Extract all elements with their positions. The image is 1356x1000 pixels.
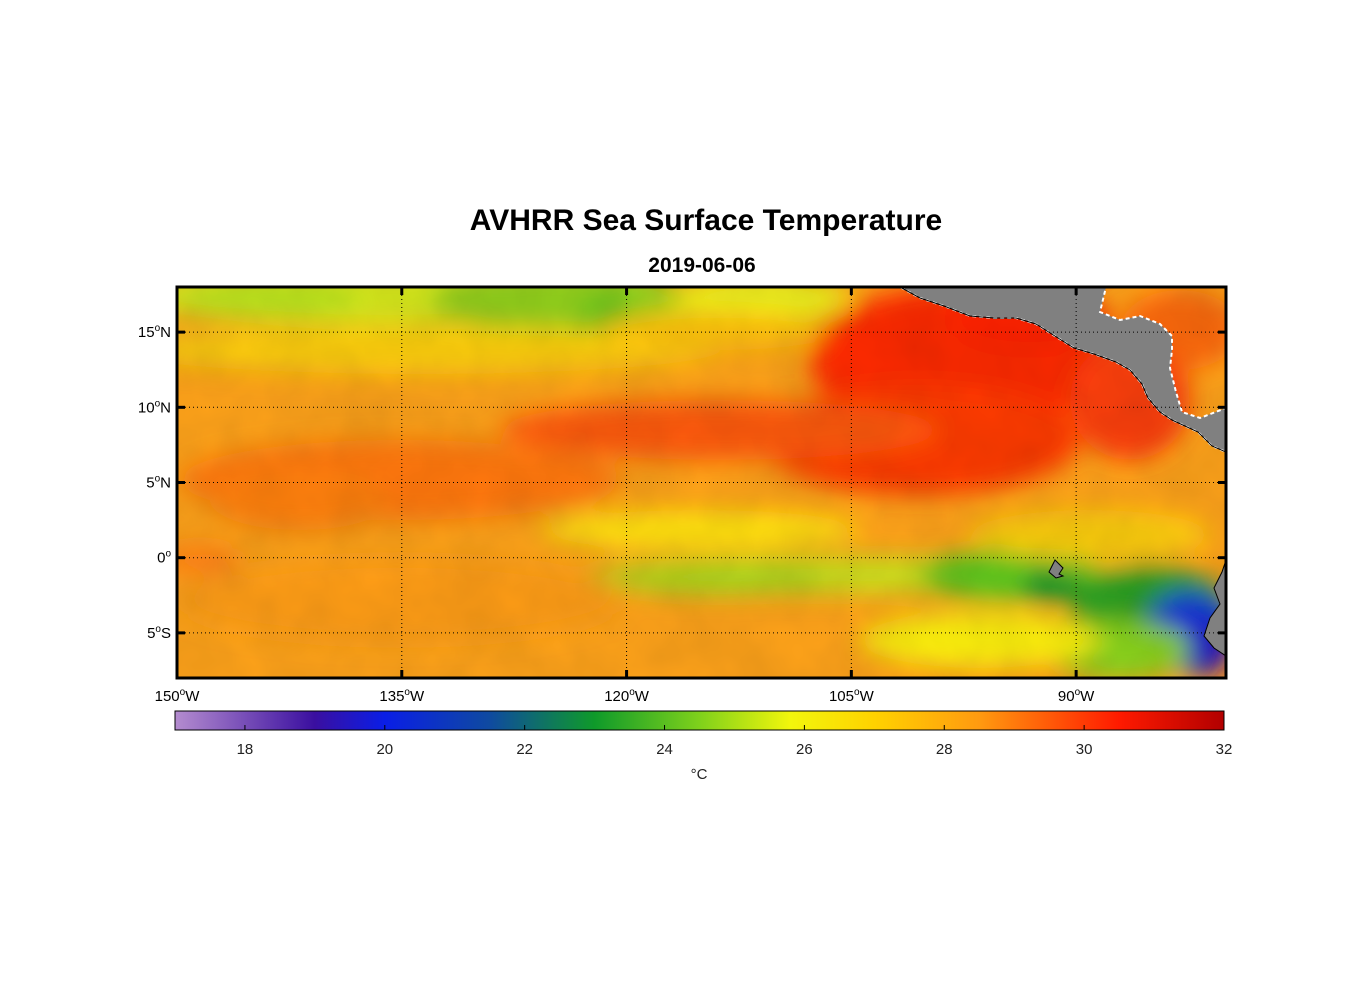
colorbar-ticks: 18 20 22 24 26 28 30 32: [237, 725, 1233, 758]
longitude-tick-label: 135oW: [379, 687, 425, 705]
latitude-tick-label: 15oN: [138, 323, 171, 341]
map-tickmarks: [175, 287, 1226, 678]
colorbar: 18 20 22 24 26 28 30 32 °C: [174, 710, 1233, 783]
galapagos-islands: [1048, 559, 1065, 579]
central-america-land: [899, 287, 1226, 454]
latitude-tick-label: 0o: [157, 549, 171, 567]
longitude-tick-label: 120oW: [604, 687, 650, 705]
longitude-tick-label: 150oW: [155, 687, 201, 705]
latitude-labels: 15oN 10oN 5oN 0o 5oS: [138, 323, 172, 642]
land-outline: [899, 287, 1226, 453]
latitude-tick-label: 5oS: [147, 624, 171, 642]
map-date-subtitle: 2019-06-06: [648, 254, 756, 277]
latitude-tick-label: 5oN: [146, 474, 171, 492]
colorbar-tick-label: 32: [1216, 741, 1233, 758]
colorbar-gradient: [174, 710, 1225, 731]
colorbar-tick-label: 18: [237, 741, 254, 758]
colorbar-tick-label: 22: [516, 741, 533, 758]
map-title: AVHRR Sea Surface Temperature: [469, 204, 943, 237]
colorbar-units-label: °C: [691, 766, 708, 783]
latitude-tick-label: 10oN: [138, 398, 171, 416]
sst-map: [177, 287, 1226, 678]
colorbar-tick-label: 20: [376, 741, 393, 758]
colorbar-tick-label: 26: [796, 741, 813, 758]
colorbar-tick-label: 28: [936, 741, 953, 758]
colorbar-tick-label: 30: [1076, 741, 1093, 758]
map-gridlines: [177, 287, 1226, 678]
longitude-labels: 150oW 135oW 120oW 105oW 90oW: [155, 687, 1096, 705]
longitude-tick-label: 90oW: [1058, 687, 1095, 705]
longitude-tick-label: 105oW: [829, 687, 875, 705]
colorbar-tick-label: 24: [656, 741, 673, 758]
